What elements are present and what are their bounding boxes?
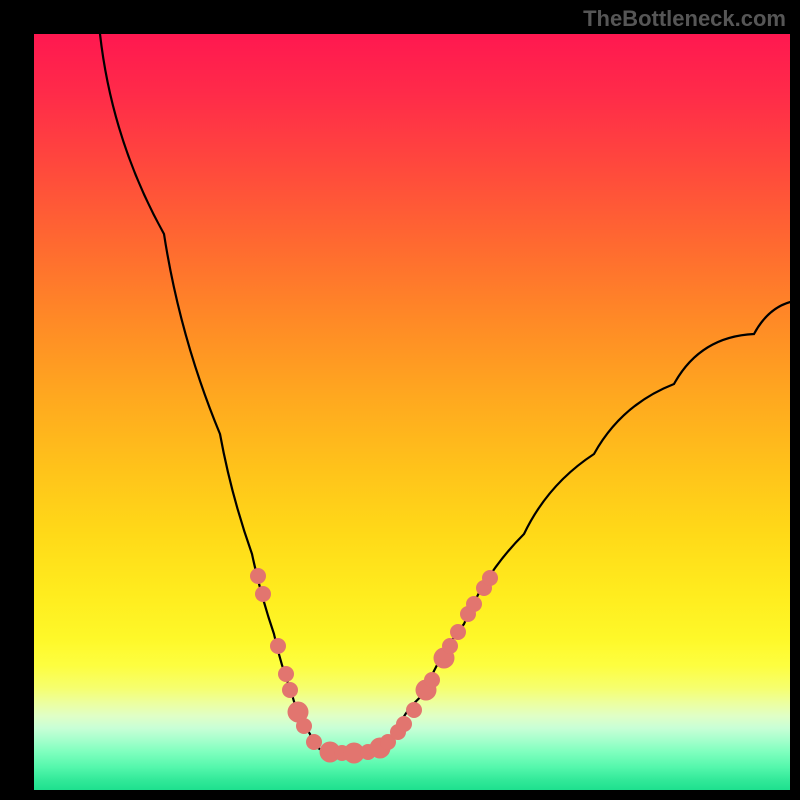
- marker-point: [270, 638, 286, 654]
- marker-point: [424, 672, 440, 688]
- plot-background: [34, 34, 790, 790]
- marker-point: [406, 702, 422, 718]
- marker-point: [255, 586, 271, 602]
- marker-point: [296, 718, 312, 734]
- marker-point: [278, 666, 294, 682]
- marker-point: [250, 568, 266, 584]
- marker-point: [396, 716, 412, 732]
- marker-point: [442, 638, 458, 654]
- chart-container: TheBottleneck.com: [0, 0, 800, 800]
- marker-point: [450, 624, 466, 640]
- marker-point: [482, 570, 498, 586]
- marker-point: [306, 734, 322, 750]
- gradient-background: [34, 34, 790, 790]
- watermark-text: TheBottleneck.com: [583, 6, 786, 32]
- marker-point: [466, 596, 482, 612]
- marker-point: [282, 682, 298, 698]
